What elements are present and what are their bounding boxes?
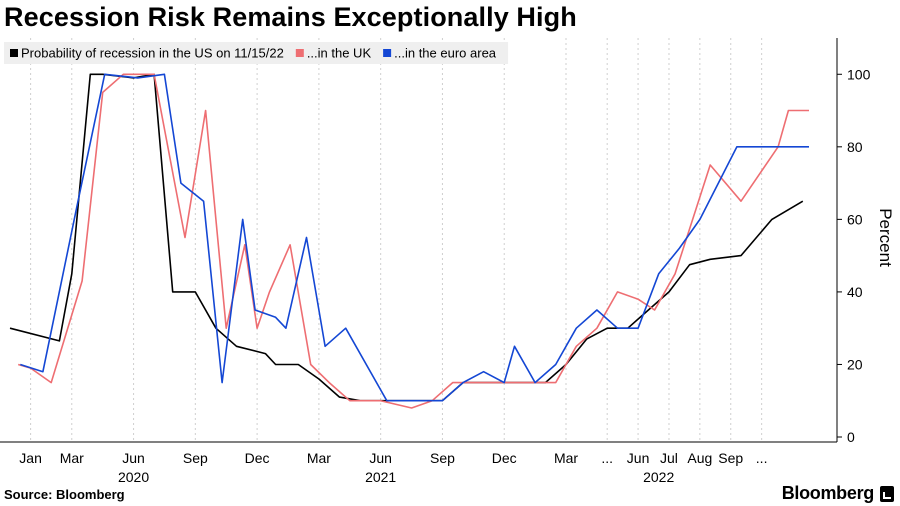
legend-swatch-1 (295, 49, 304, 57)
x-tick-label: Jun (122, 450, 145, 466)
year-label: 2022 (643, 469, 674, 485)
x-tick-label: Jun (369, 450, 392, 466)
axes: 0 20 40 60 80 100 Percent Jan Mar Jun Sep Dec Mar Jun… (0, 38, 895, 485)
x-tick-label: Jul (660, 450, 678, 466)
y-tick-label: 60 (847, 211, 863, 227)
source-note: Source: Bloomberg (4, 487, 125, 502)
terminal-icon (880, 486, 894, 502)
legend-box (4, 42, 509, 64)
x-tick-label: Sep (718, 450, 743, 466)
legend-swatch-0 (10, 49, 18, 57)
x-tick-label: Sep (183, 450, 208, 466)
y-tick-label: 0 (847, 429, 855, 445)
legend-swatch-2 (383, 49, 392, 57)
x-tick-label: Mar (554, 450, 578, 466)
grid-lines (30, 38, 763, 442)
x-tick-label: ... (756, 450, 768, 466)
x-tick-label: Jan (19, 450, 42, 466)
brand-logo: Bloomberg (781, 483, 875, 503)
series-line-2 (20, 73, 809, 402)
y-tick-label: 80 (847, 139, 863, 155)
x-tick-label: Dec (492, 450, 517, 466)
legend-label-1: ...in the UK (307, 46, 372, 61)
y-axis-label: Percent (876, 208, 895, 267)
legend-label-0: Probability of recession in the US on 11… (21, 46, 284, 61)
year-label: 2021 (365, 469, 396, 485)
series-lines (9, 73, 809, 409)
x-tick-label: Aug (687, 450, 712, 466)
series-line-0 (9, 73, 804, 402)
chart-title: Recession Risk Remains Exceptionally Hig… (4, 2, 577, 32)
series-line-1 (17, 73, 809, 409)
y-tick-label: 40 (847, 284, 863, 300)
legend: Probability of recession in the US on 11… (4, 42, 509, 64)
y-tick-label: 100 (847, 66, 871, 82)
legend-label-2: ...in the euro area (394, 46, 497, 61)
x-tick-label: Mar (60, 450, 84, 466)
year-label: 2020 (118, 469, 149, 485)
x-tick-label: Jun (627, 450, 650, 466)
x-tick-label: ... (601, 450, 613, 466)
x-tick-label: Dec (245, 450, 270, 466)
y-tick-label: 20 (847, 356, 863, 372)
x-tick-label: Mar (307, 450, 331, 466)
x-tick-label: Sep (430, 450, 455, 466)
